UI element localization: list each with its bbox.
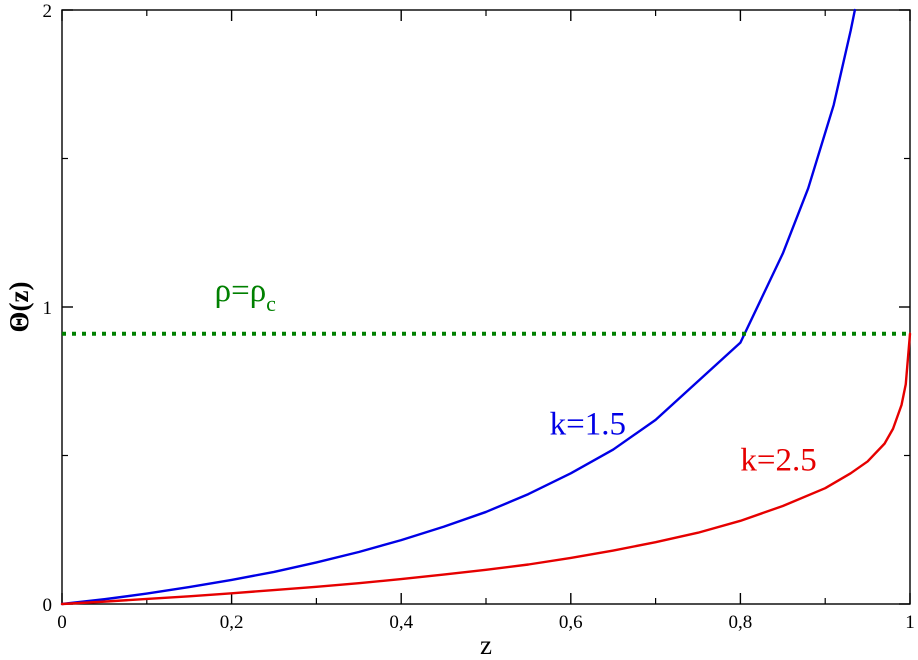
y-tick-label: 1 xyxy=(43,298,53,319)
x-tick-label: 0,6 xyxy=(559,612,583,633)
plot-frame xyxy=(61,9,911,605)
x-tick-label: 0,8 xyxy=(729,612,753,633)
x-tick-label: 0 xyxy=(57,612,67,633)
x-tick-label: 0,4 xyxy=(389,612,413,633)
x-tick-label: 1 xyxy=(905,612,915,633)
annotation-group: ρ=ρc k=1.5 k=2.5 xyxy=(215,273,817,478)
annotation-1: k=1.5 xyxy=(550,407,626,443)
x-tick-label: 0,2 xyxy=(220,612,244,633)
tick-group: 0 0,2 0,4 0,6 0,8 1 0 1 2 xyxy=(43,1,915,633)
x-axis-title: z xyxy=(480,630,492,660)
y-tick-label: 0 xyxy=(43,595,53,616)
annotation-0: ρ=ρc xyxy=(215,273,277,316)
y-axis-title: Θ(z) xyxy=(4,282,34,333)
series-line-1 xyxy=(60,332,912,606)
annotation-2: k=2.5 xyxy=(740,442,816,478)
series-line-0 xyxy=(60,8,857,606)
y-tick-label: 2 xyxy=(43,1,53,22)
series-group xyxy=(60,8,912,606)
